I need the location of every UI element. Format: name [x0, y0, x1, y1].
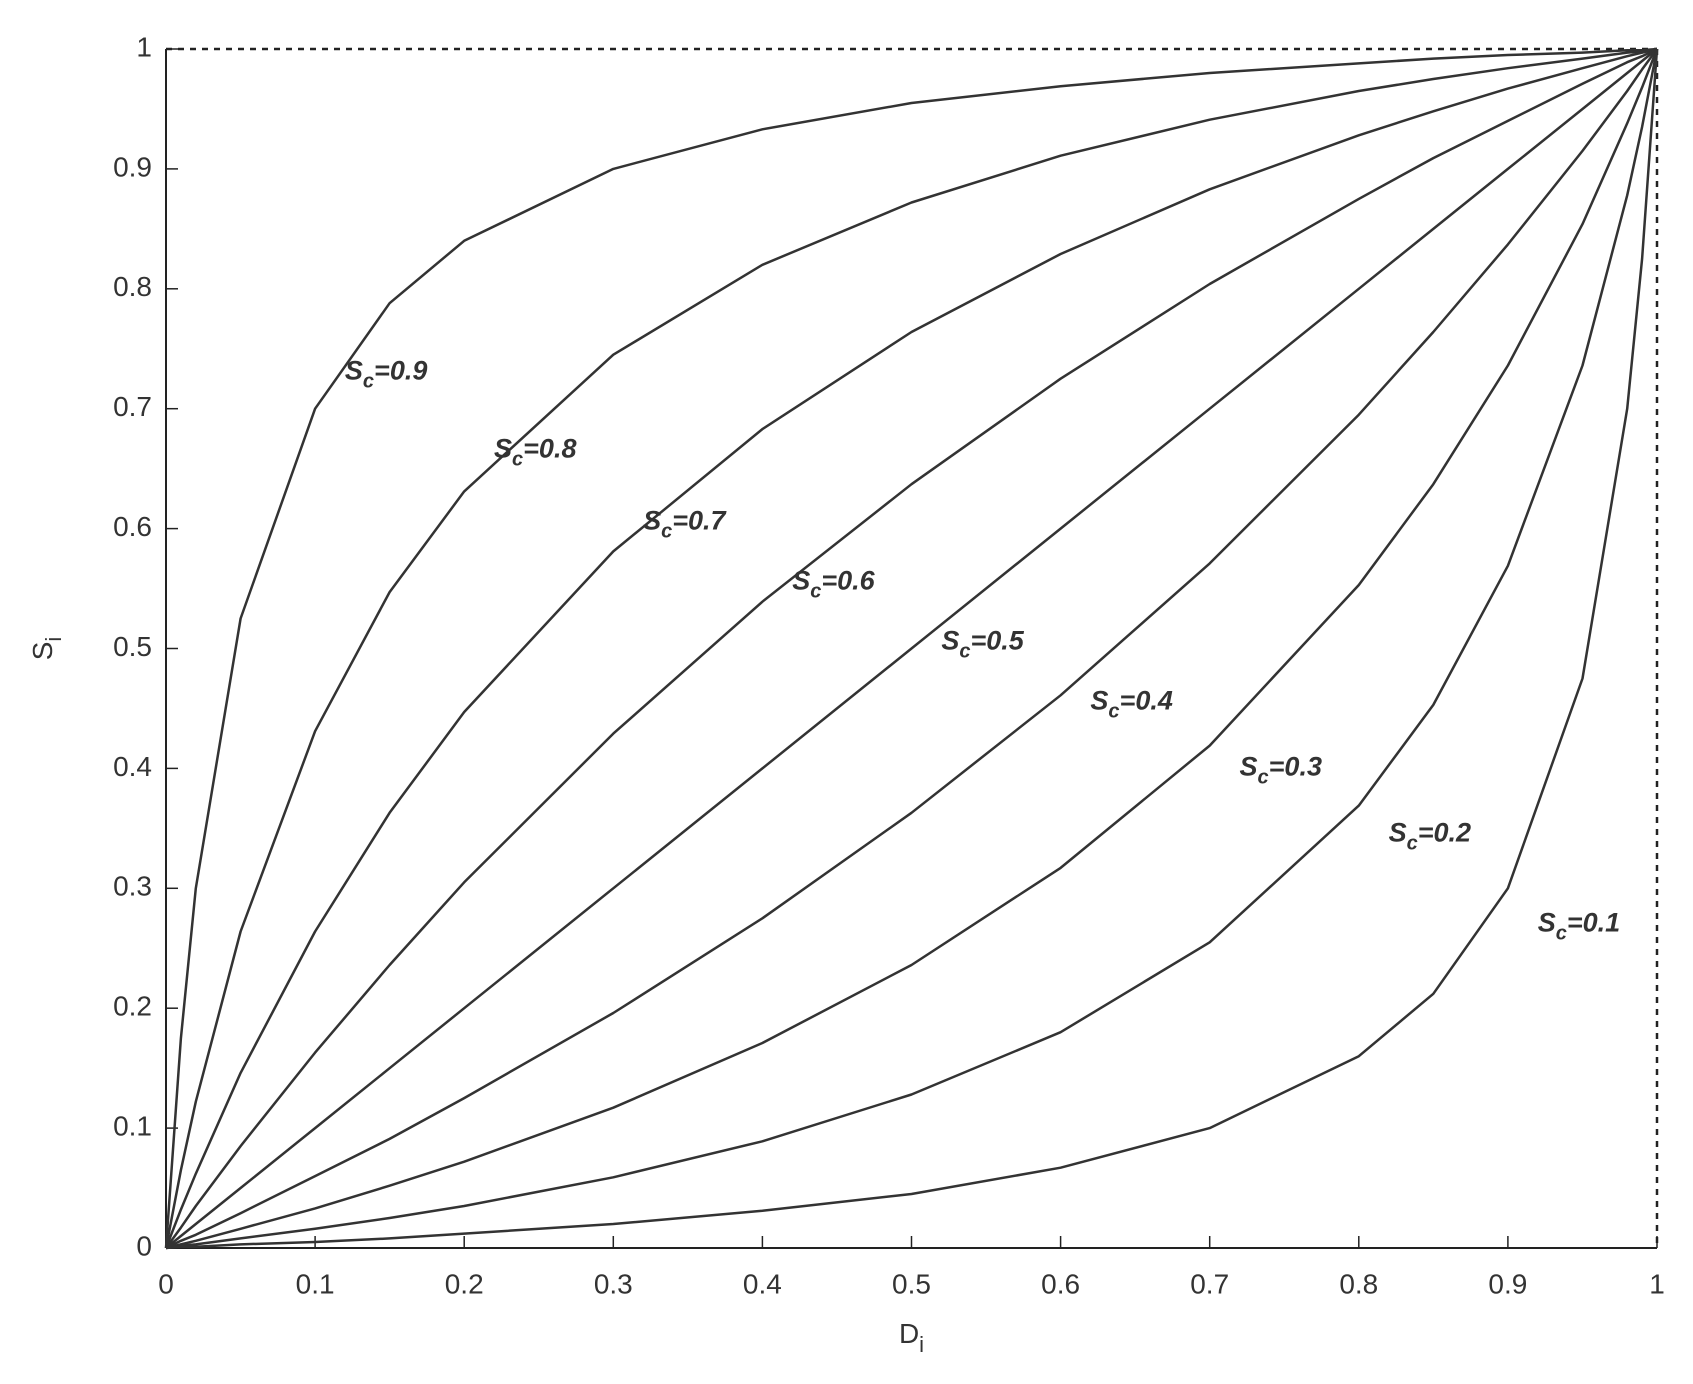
curve — [164, 47, 1658, 1249]
y-tick-label: 0.6 — [113, 511, 152, 542]
curve-label: Sc=0.4 — [1090, 686, 1172, 723]
curve — [165, 48, 1659, 1250]
x-tick-label: 0.9 — [1488, 1268, 1527, 1299]
y-tick-label: 0.2 — [113, 991, 152, 1022]
x-tick-label: 0.1 — [296, 1268, 335, 1299]
y-tick-label: 0.7 — [113, 391, 152, 422]
x-tick-label: 0.7 — [1190, 1268, 1229, 1299]
y-tick-label: 0.4 — [113, 751, 152, 782]
y-axis-label: Si — [27, 637, 65, 661]
curve-label: Sc=0.2 — [1389, 817, 1471, 854]
y-tick-label: 0.8 — [113, 271, 152, 302]
curve — [164, 47, 1658, 1249]
curve — [165, 48, 1659, 1250]
curve-label: Sc=0.8 — [494, 434, 576, 471]
curve-label: Sc=0.1 — [1538, 907, 1620, 944]
x-tick-label: 0.4 — [743, 1268, 782, 1299]
x-axis-label: Di — [899, 1318, 924, 1356]
curve — [165, 48, 1659, 1250]
x-tick-label: 0.3 — [594, 1268, 633, 1299]
curve-label: Sc=0.3 — [1240, 752, 1322, 789]
curve — [165, 48, 1658, 1249]
y-tick-label: 0 — [136, 1230, 152, 1261]
curve-label: Sc=0.9 — [345, 356, 427, 393]
x-tick-label: 0.2 — [445, 1268, 484, 1299]
y-tick-label: 0.9 — [113, 151, 152, 182]
x-tick-label: 0.6 — [1041, 1268, 1080, 1299]
curve-label: Sc=0.7 — [643, 506, 727, 543]
x-tick-label: 0.8 — [1339, 1268, 1378, 1299]
x-tick-label: 1 — [1649, 1268, 1665, 1299]
curve-label: Sc=0.6 — [792, 566, 875, 603]
x-tick-label: 0 — [158, 1268, 174, 1299]
curve — [165, 48, 1659, 1250]
curve-label: Sc=0.5 — [941, 626, 1024, 663]
y-tick-label: 0.3 — [113, 871, 152, 902]
x-tick-label: 0.5 — [892, 1268, 931, 1299]
curve — [164, 47, 1658, 1249]
y-tick-label: 0.5 — [113, 631, 152, 662]
curve — [164, 47, 1658, 1249]
y-tick-label: 1 — [136, 31, 152, 62]
y-tick-label: 0.1 — [113, 1110, 152, 1141]
